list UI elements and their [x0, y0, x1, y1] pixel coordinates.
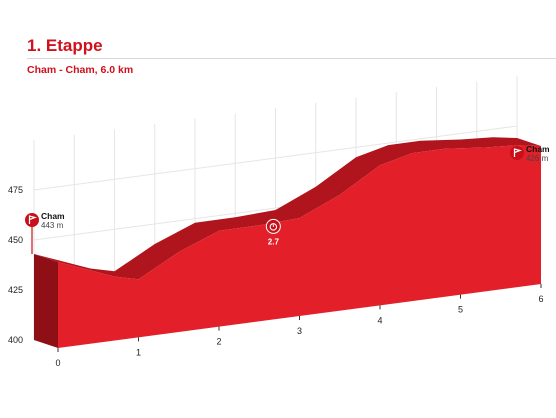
x-tick-label: 4	[377, 315, 382, 325]
place-altitude: 443 m	[41, 221, 64, 230]
x-tick-label: 5	[458, 305, 463, 315]
profile-front-face	[58, 145, 541, 348]
page-title: 1. Etappe	[27, 36, 103, 55]
y-tick-label: 425	[8, 285, 23, 295]
y-tick-label: 475	[8, 185, 23, 195]
x-tick-label: 1	[136, 347, 141, 357]
x-tick-label: 2	[216, 337, 221, 347]
title-divider	[27, 58, 556, 59]
x-tick-label: 6	[538, 294, 543, 304]
place-name: Cham	[526, 144, 550, 154]
x-tick-label: 3	[297, 326, 302, 336]
y-tick-label: 450	[8, 235, 23, 245]
profile-side-face	[34, 254, 58, 348]
stage-subtitle: Cham - Cham, 6.0 km	[27, 64, 134, 76]
timing-point-label: 2.7	[268, 237, 280, 246]
grid-line	[33, 125, 518, 191]
place-name: Cham	[41, 211, 65, 221]
place-altitude: 426 m	[526, 154, 549, 163]
start-flag-icon	[25, 213, 39, 227]
profile-ridge	[34, 137, 541, 280]
x-tick-label: 0	[55, 358, 60, 368]
finish-flag-icon	[510, 146, 524, 160]
y-tick-label: 400	[8, 335, 23, 345]
timing-clock-icon	[265, 218, 281, 234]
